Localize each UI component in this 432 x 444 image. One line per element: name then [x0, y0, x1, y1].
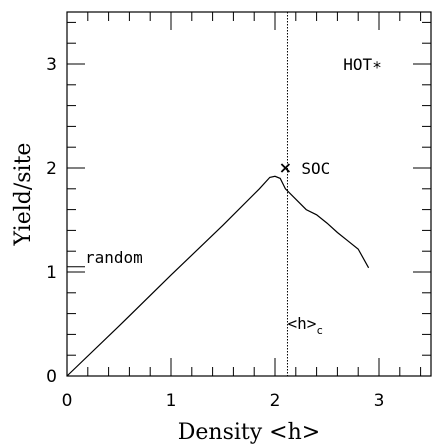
- hot-label: HOT∗: [343, 55, 382, 74]
- x-axis-title: Density <h>: [178, 420, 320, 444]
- yield-curve: [66, 175, 370, 377]
- critical-density-label: <h>c: [287, 314, 323, 337]
- soc-label: SOC: [301, 159, 330, 178]
- plot-frame: [66, 11, 432, 377]
- hot-point-marker: ∗: [372, 55, 382, 74]
- tick-marks: [67, 12, 431, 376]
- x-tick-label: 1: [166, 391, 177, 411]
- soc-point-marker: [280, 163, 291, 173]
- y-tick-label: 2: [46, 159, 57, 179]
- hot-label-text: HOT: [343, 55, 372, 74]
- critical-density-label-subscript: c: [316, 324, 323, 337]
- random-label: random: [85, 248, 143, 267]
- y-tick-label: 3: [46, 55, 57, 75]
- tick-labels: 0 1 2 3 0 1 2 3: [46, 55, 384, 411]
- x-tick-label: 3: [374, 391, 385, 411]
- critical-density-label-main: <h>: [287, 314, 316, 333]
- y-axis-title: Yield/site: [11, 143, 36, 247]
- x-tick-label: 0: [62, 391, 73, 411]
- y-tick-label: 1: [46, 263, 57, 283]
- x-tick-label: 2: [270, 391, 281, 411]
- y-tick-label: 0: [46, 367, 57, 387]
